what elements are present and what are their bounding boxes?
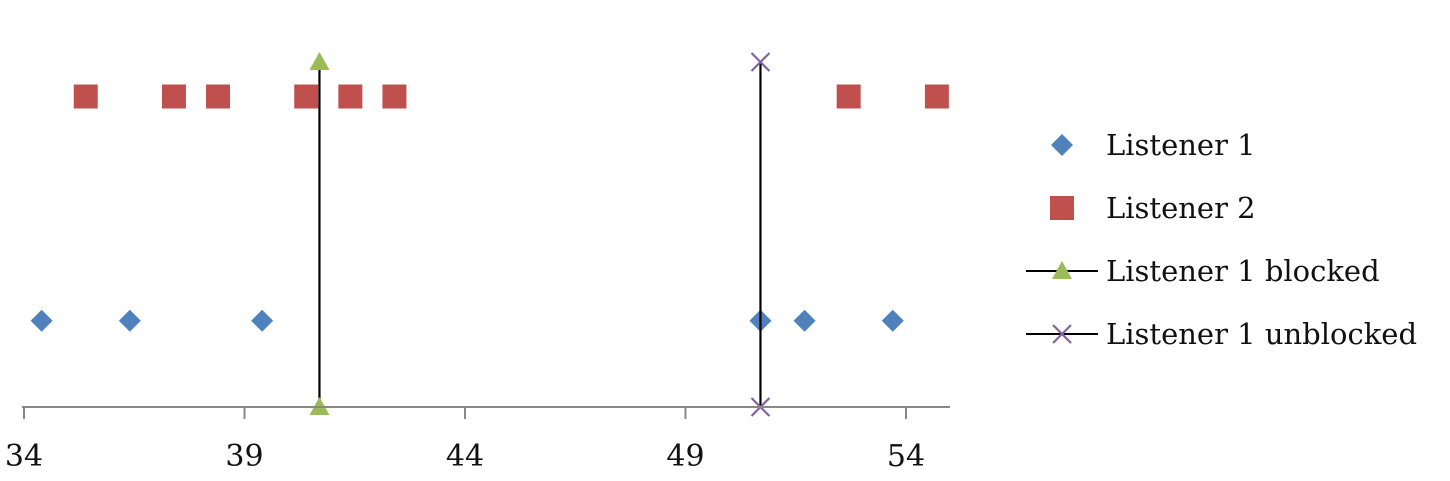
data-point-stroke-b xyxy=(750,52,771,72)
legend-label: Listener 1 xyxy=(1106,128,1256,162)
plot-area xyxy=(30,52,949,417)
series-listener-1 xyxy=(30,309,904,332)
data-point xyxy=(836,84,861,109)
legend-label: Listener 2 xyxy=(1106,191,1256,225)
data-point xyxy=(206,84,231,109)
legend-marker xyxy=(1052,324,1072,344)
legend-item-listener-2: Listener 2 xyxy=(1050,191,1256,225)
x-tick-label: 49 xyxy=(666,439,704,474)
x-axis: 34 39 44 49 54 xyxy=(5,406,950,474)
data-point xyxy=(338,84,363,109)
legend-marker xyxy=(1052,261,1072,279)
legend-marker xyxy=(1051,134,1073,156)
legend-marker xyxy=(1050,196,1074,220)
x-tick-label: 34 xyxy=(5,439,43,474)
data-point xyxy=(73,84,98,109)
legend-marker-stroke-b xyxy=(1052,324,1072,344)
legend-label: Listener 1 unblocked xyxy=(1106,317,1417,351)
legend-item-listener-1-blocked: Listener 1 blocked xyxy=(1026,254,1380,288)
legend: Listener 1 Listener 2 Listener 1 blocked Li… xyxy=(1026,128,1417,351)
data-point xyxy=(924,84,949,109)
legend-item-listener-1-unblocked: Listener 1 unblocked xyxy=(1026,317,1417,351)
x-tick-label: 44 xyxy=(446,439,484,474)
data-point xyxy=(793,309,816,332)
data-point xyxy=(251,309,274,332)
series-listener-2 xyxy=(73,84,949,109)
data-point xyxy=(30,309,53,332)
series-listener-1-unblocked xyxy=(750,52,771,417)
legend-item-listener-1: Listener 1 xyxy=(1051,128,1256,162)
data-point xyxy=(294,84,319,109)
data-point xyxy=(118,309,141,332)
data-point xyxy=(382,84,407,109)
data-point xyxy=(161,84,186,109)
data-point xyxy=(309,52,330,70)
x-tick-label: 39 xyxy=(225,439,263,474)
data-point xyxy=(881,309,904,332)
legend-label: Listener 1 blocked xyxy=(1106,254,1380,288)
data-point xyxy=(750,52,771,72)
x-tick-label: 54 xyxy=(887,439,925,474)
